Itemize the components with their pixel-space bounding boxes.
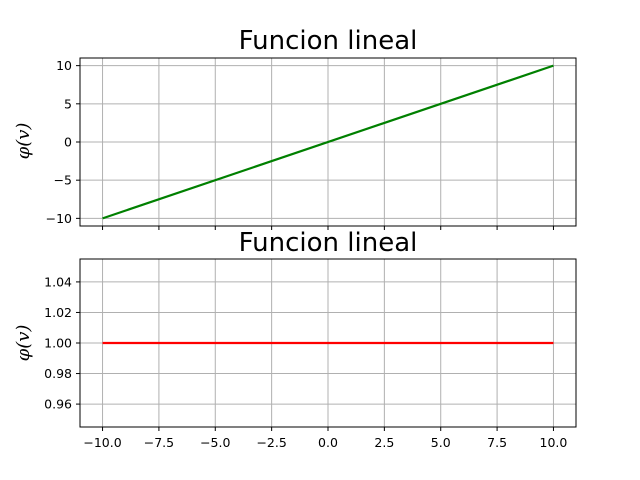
subplot-bottom: Funcion lineal φ(v) −10.0 −7.5 −5.0 −2.5 0.0… <box>13 228 577 450</box>
y-tick-label: −5 <box>54 173 72 188</box>
x-tick-label: 7.5 <box>487 435 507 450</box>
x-tick-label: 0.0 <box>318 435 338 450</box>
x-tick-label: −7.5 <box>144 435 174 450</box>
plot-area-top: −10 −5 0 5 10 <box>46 57 577 230</box>
y-axis-label-top: φ(v) <box>13 123 34 160</box>
x-tick-label: 5.0 <box>431 435 451 450</box>
x-tick-label: −10.0 <box>83 435 121 450</box>
y-axis-label-bottom: φ(v) <box>13 325 34 362</box>
y-tick-label: 5 <box>64 96 72 111</box>
x-tick-label: −5.0 <box>200 435 230 450</box>
y-tick-label: 1.04 <box>44 274 72 289</box>
y-tick-label: 0.98 <box>44 366 72 381</box>
y-tick-label: 0.96 <box>44 397 72 412</box>
y-tick-label: 10 <box>56 58 72 73</box>
x-tick-label: 10.0 <box>540 435 568 450</box>
y-tick-label: 1.00 <box>44 336 72 351</box>
plot-area-bottom: −10.0 −7.5 −5.0 −2.5 0.0 2.5 5.0 7.5 10.0 0.96 0.9… <box>44 258 577 450</box>
x-tick-label: 2.5 <box>374 435 394 450</box>
y-tick-label: 0 <box>64 135 72 150</box>
y-tick-label: 1.02 <box>44 305 72 320</box>
y-tick-label: −10 <box>46 211 72 226</box>
series-line-top <box>102 64 554 220</box>
x-tick-label: −2.5 <box>256 435 286 450</box>
subplot-top: Funcion lineal φ(v) −10 −5 0 5 10 <box>13 26 577 230</box>
chart-title-bottom: Funcion lineal <box>239 228 418 258</box>
chart-title-top: Funcion lineal <box>239 26 418 56</box>
